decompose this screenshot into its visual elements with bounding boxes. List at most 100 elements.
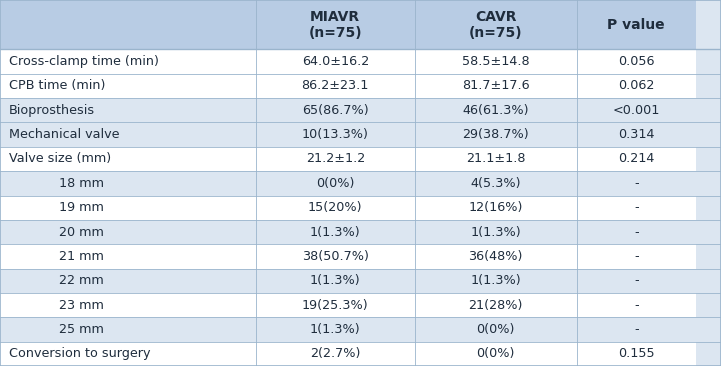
Text: 20 mm: 20 mm: [59, 225, 104, 239]
Bar: [256, 98, 415, 123]
Text: 19 mm: 19 mm: [59, 201, 104, 214]
Text: -: -: [634, 201, 639, 214]
Text: <0.001: <0.001: [613, 104, 660, 117]
Bar: [415, 147, 577, 171]
Bar: [415, 0, 577, 49]
Bar: [0, 269, 256, 293]
Text: 21.2±1.2: 21.2±1.2: [306, 153, 365, 165]
Bar: [256, 74, 415, 98]
Bar: [256, 341, 415, 366]
Text: -: -: [634, 299, 639, 311]
Bar: [415, 341, 577, 366]
Bar: [256, 317, 415, 341]
Bar: [415, 98, 577, 123]
Bar: [415, 49, 577, 74]
Bar: [256, 244, 415, 269]
Bar: [256, 293, 415, 317]
Bar: [0, 317, 256, 341]
Text: 0(0%): 0(0%): [477, 323, 515, 336]
Text: 12(16%): 12(16%): [469, 201, 523, 214]
Bar: [256, 147, 415, 171]
Bar: [415, 244, 577, 269]
Bar: [577, 195, 696, 220]
Text: -: -: [634, 274, 639, 287]
Text: 15(20%): 15(20%): [308, 201, 363, 214]
Bar: [0, 0, 256, 49]
Text: -: -: [634, 250, 639, 263]
Text: 0.214: 0.214: [618, 153, 655, 165]
Bar: [0, 74, 256, 98]
Bar: [0, 244, 256, 269]
Text: -: -: [634, 225, 639, 239]
Bar: [256, 220, 415, 244]
Text: 0(0%): 0(0%): [316, 177, 355, 190]
Bar: [577, 147, 696, 171]
Text: 65(86.7%): 65(86.7%): [302, 104, 368, 117]
Bar: [0, 171, 256, 195]
Text: -: -: [634, 177, 639, 190]
Text: 25 mm: 25 mm: [59, 323, 104, 336]
Text: P value: P value: [608, 18, 665, 32]
Bar: [256, 123, 415, 147]
Text: 0.314: 0.314: [618, 128, 655, 141]
Bar: [415, 293, 577, 317]
Text: 46(61.3%): 46(61.3%): [462, 104, 529, 117]
Bar: [577, 244, 696, 269]
Bar: [0, 147, 256, 171]
Text: Valve size (mm): Valve size (mm): [9, 153, 111, 165]
Text: Mechanical valve: Mechanical valve: [9, 128, 119, 141]
Text: 21.1±1.8: 21.1±1.8: [466, 153, 526, 165]
Bar: [415, 317, 577, 341]
Bar: [415, 74, 577, 98]
Bar: [415, 269, 577, 293]
Bar: [415, 171, 577, 195]
Bar: [0, 220, 256, 244]
Text: 1(1.3%): 1(1.3%): [310, 225, 360, 239]
Text: 58.5±14.8: 58.5±14.8: [462, 55, 529, 68]
Text: CPB time (min): CPB time (min): [9, 79, 105, 93]
Bar: [577, 341, 696, 366]
Text: 0.062: 0.062: [618, 79, 655, 93]
Text: 21 mm: 21 mm: [59, 250, 104, 263]
Text: 0.056: 0.056: [618, 55, 655, 68]
Text: 21(28%): 21(28%): [469, 299, 523, 311]
Text: CAVR
(n=75): CAVR (n=75): [469, 10, 523, 40]
Bar: [415, 220, 577, 244]
Text: 86.2±23.1: 86.2±23.1: [301, 79, 369, 93]
Text: MIAVR
(n=75): MIAVR (n=75): [309, 10, 362, 40]
Bar: [0, 341, 256, 366]
Bar: [0, 49, 256, 74]
Text: Bioprosthesis: Bioprosthesis: [9, 104, 94, 117]
Bar: [577, 293, 696, 317]
Text: 2(2.7%): 2(2.7%): [310, 347, 360, 360]
Text: 38(50.7%): 38(50.7%): [302, 250, 368, 263]
Text: 36(48%): 36(48%): [469, 250, 523, 263]
Bar: [0, 98, 256, 123]
Bar: [577, 317, 696, 341]
Bar: [0, 293, 256, 317]
Bar: [256, 171, 415, 195]
Text: 19(25.3%): 19(25.3%): [302, 299, 368, 311]
Text: 0(0%): 0(0%): [477, 347, 515, 360]
Text: Conversion to surgery: Conversion to surgery: [9, 347, 150, 360]
Text: 10(13.3%): 10(13.3%): [302, 128, 368, 141]
Text: 1(1.3%): 1(1.3%): [310, 274, 360, 287]
Bar: [577, 220, 696, 244]
Bar: [577, 0, 696, 49]
Bar: [415, 195, 577, 220]
Text: 81.7±17.6: 81.7±17.6: [462, 79, 529, 93]
Bar: [577, 269, 696, 293]
Bar: [0, 123, 256, 147]
Bar: [256, 195, 415, 220]
Bar: [577, 123, 696, 147]
Bar: [256, 49, 415, 74]
Text: 18 mm: 18 mm: [59, 177, 104, 190]
Text: 1(1.3%): 1(1.3%): [310, 323, 360, 336]
Bar: [256, 269, 415, 293]
Text: 0.155: 0.155: [618, 347, 655, 360]
Bar: [577, 98, 696, 123]
Text: 1(1.3%): 1(1.3%): [470, 225, 521, 239]
Text: Cross-clamp time (min): Cross-clamp time (min): [9, 55, 159, 68]
Text: 64.0±16.2: 64.0±16.2: [301, 55, 369, 68]
Bar: [577, 171, 696, 195]
